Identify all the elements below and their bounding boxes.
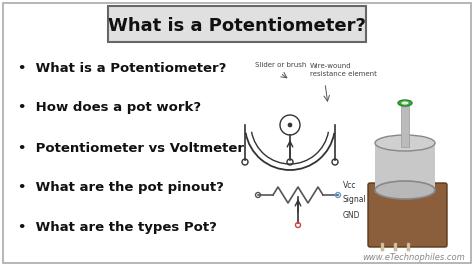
FancyBboxPatch shape xyxy=(394,243,398,251)
Text: •  What is a Potentiometer?: • What is a Potentiometer? xyxy=(18,61,227,74)
Text: GND: GND xyxy=(343,210,361,219)
FancyBboxPatch shape xyxy=(382,243,384,251)
Ellipse shape xyxy=(401,101,409,105)
FancyBboxPatch shape xyxy=(408,243,410,251)
FancyBboxPatch shape xyxy=(401,105,409,147)
Ellipse shape xyxy=(398,100,412,106)
FancyBboxPatch shape xyxy=(108,6,366,42)
Text: What is a Potentiometer?: What is a Potentiometer? xyxy=(108,17,366,35)
Ellipse shape xyxy=(375,135,435,151)
Circle shape xyxy=(288,123,292,127)
Text: •  How does a pot work?: • How does a pot work? xyxy=(18,102,201,114)
Text: www.eTechnophiles.com: www.eTechnophiles.com xyxy=(362,252,465,261)
Text: Signal: Signal xyxy=(343,196,367,205)
Text: •  What are the pot pinout?: • What are the pot pinout? xyxy=(18,181,224,194)
FancyBboxPatch shape xyxy=(375,143,435,193)
Text: •  What are the types Pot?: • What are the types Pot? xyxy=(18,222,217,235)
Text: Slider or brush: Slider or brush xyxy=(255,62,306,68)
FancyBboxPatch shape xyxy=(3,3,471,263)
Ellipse shape xyxy=(401,103,409,107)
FancyBboxPatch shape xyxy=(368,183,447,247)
Text: Vcc: Vcc xyxy=(343,181,356,189)
Text: •  Potentiometer vs Voltmeter: • Potentiometer vs Voltmeter xyxy=(18,142,244,155)
Ellipse shape xyxy=(375,181,435,199)
Text: Wire-wound
resistance element: Wire-wound resistance element xyxy=(310,63,377,77)
